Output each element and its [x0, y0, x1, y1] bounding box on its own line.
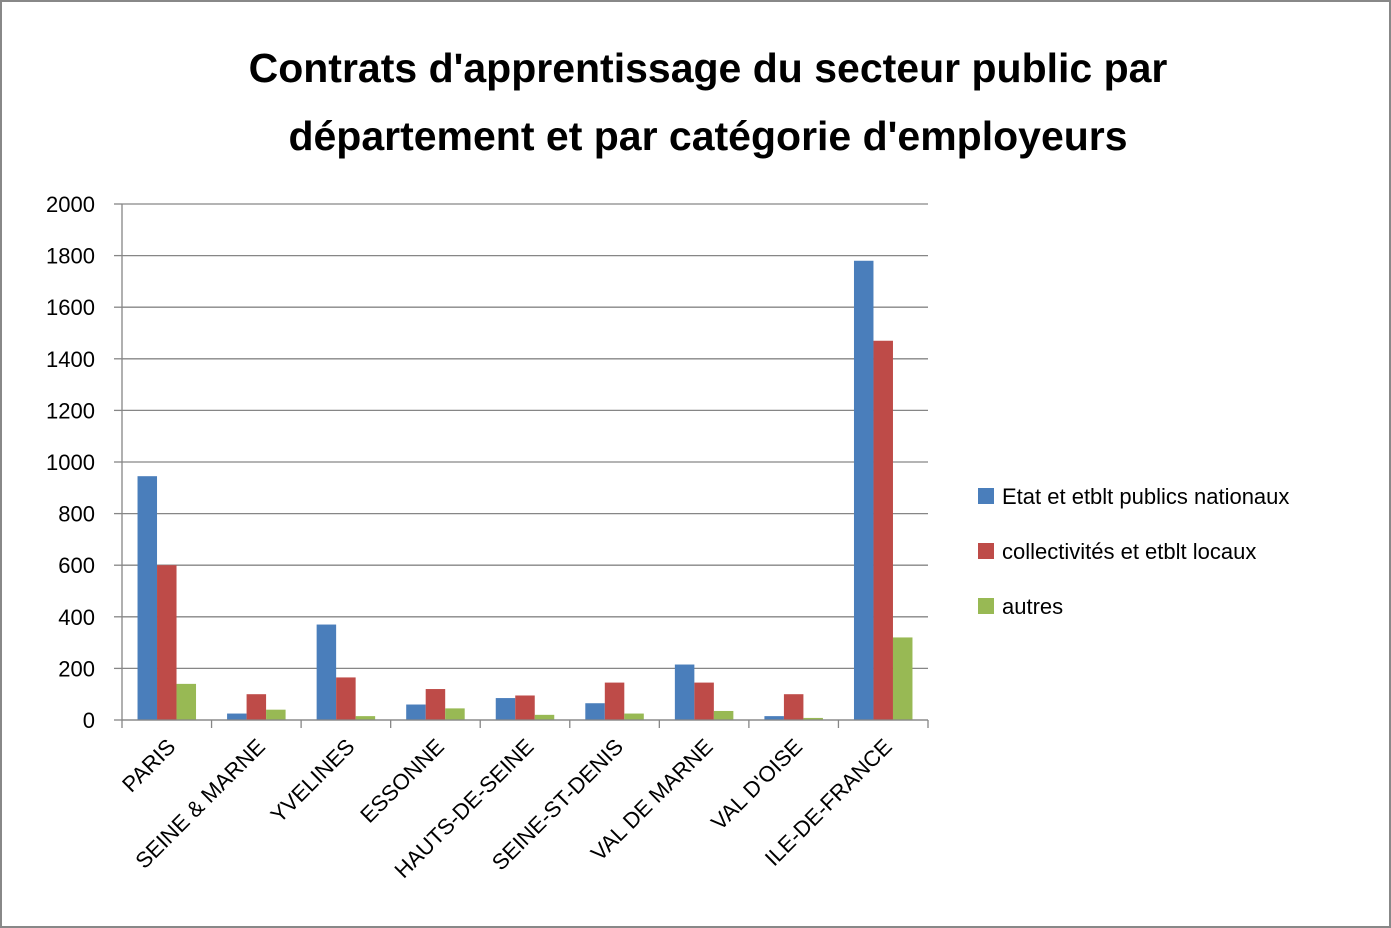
bar	[694, 682, 714, 720]
bar	[227, 713, 247, 720]
bar	[246, 694, 267, 720]
bar	[764, 716, 784, 720]
y-tick-label: 1000	[46, 450, 95, 475]
legend-label: autres	[1002, 594, 1063, 619]
bar	[674, 664, 695, 720]
y-tick-label: 1200	[46, 398, 95, 423]
bar	[266, 709, 286, 720]
y-tick-label: 1400	[46, 347, 95, 372]
bar	[406, 704, 426, 720]
y-tick-label: 800	[58, 502, 95, 527]
y-tick-label: 600	[58, 553, 95, 578]
bar	[585, 703, 605, 720]
y-tick-label: 1800	[46, 244, 95, 269]
bar	[316, 624, 337, 720]
bar	[853, 260, 874, 720]
bar	[803, 717, 823, 720]
bar	[176, 683, 197, 720]
y-tick-label: 2000	[46, 192, 95, 217]
bar	[355, 716, 376, 720]
legend-label: collectivités et etblt locaux	[1002, 539, 1256, 564]
y-tick-label: 400	[58, 605, 95, 630]
bar	[445, 708, 465, 720]
bar	[873, 340, 893, 720]
y-tick-label: 1600	[46, 295, 95, 320]
bar	[137, 476, 158, 720]
chart-title: département et par catégorie d'employeur…	[288, 113, 1127, 159]
bar	[495, 698, 516, 720]
legend-swatch	[978, 598, 994, 614]
y-tick-label: 200	[58, 656, 95, 681]
bar	[515, 695, 535, 720]
bar	[157, 565, 177, 720]
bar	[425, 689, 446, 720]
bar	[713, 710, 734, 720]
chart-title: Contrats d'apprentissage du secteur publ…	[249, 45, 1168, 91]
legend-label: Etat et etblt publics nationaux	[1002, 484, 1289, 509]
bar	[336, 677, 356, 720]
bar	[534, 714, 555, 720]
bar	[624, 713, 644, 720]
bar	[892, 637, 913, 720]
legend-swatch	[978, 543, 994, 559]
legend-swatch	[978, 488, 994, 504]
y-tick-label: 0	[83, 708, 95, 733]
bar	[604, 682, 625, 720]
bar	[783, 694, 804, 720]
